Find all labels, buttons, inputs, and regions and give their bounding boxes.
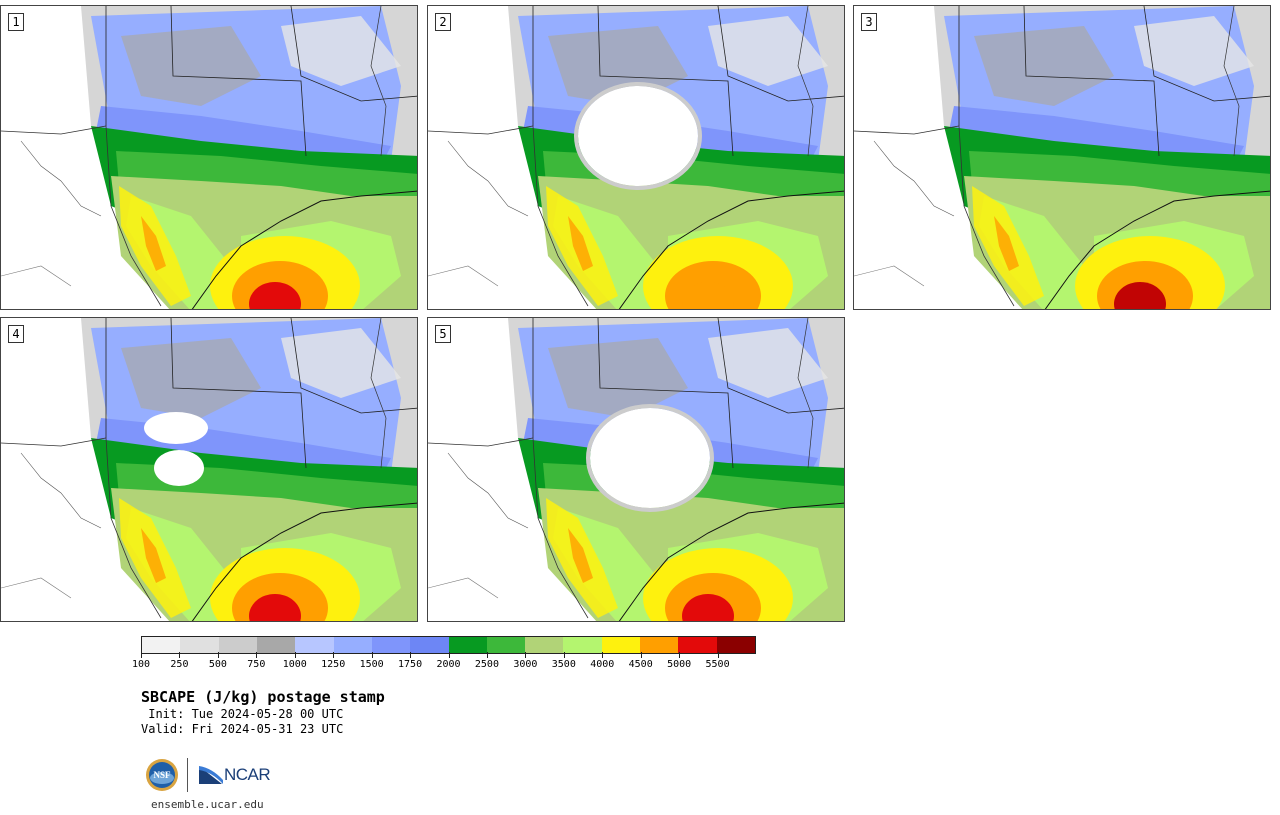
colorbar-tick-label: 4500 <box>628 659 653 670</box>
colorbar-segment <box>716 637 755 653</box>
colorbar-ticks: 100 250 500 750 1000 1250 1500 1750 2000 2500 3000… <box>132 652 756 672</box>
colorbar-tick-label: 4000 <box>590 659 615 670</box>
colorbar-tick <box>179 652 181 658</box>
colorbar-tick <box>486 652 488 658</box>
colorbar-segment <box>678 637 717 653</box>
colorbar-tick <box>602 652 604 658</box>
figure-title: SBCAPE (J/kg) postage stamp <box>141 688 385 706</box>
colorbar-tick-label: 3500 <box>551 659 576 670</box>
panel-label: 5 <box>435 325 451 343</box>
colorbar-segment <box>563 637 602 653</box>
nsf-logo-icon: NSF <box>146 759 178 791</box>
sbcape-map <box>428 318 844 621</box>
colorbar-tick-label: 1250 <box>321 659 346 670</box>
colorbar-tick-label: 1750 <box>398 659 423 670</box>
nsf-logo-text: NSF <box>153 770 171 780</box>
website-url: ensemble.ucar.edu <box>151 798 264 811</box>
init-time: Init: Tue 2024-05-28 00 UTC <box>141 707 344 721</box>
colorbar-segment <box>640 637 679 653</box>
colorbar-segment <box>256 637 296 653</box>
colorbar-tick <box>256 652 258 658</box>
colorbar-segment <box>218 637 257 653</box>
sbcape-map <box>1 6 417 309</box>
colorbar-tick-label: 1000 <box>282 659 307 670</box>
forecast-panel: 2 <box>427 5 845 310</box>
colorbar-segment <box>601 637 641 653</box>
colorbar-tick-label: 2000 <box>436 659 461 670</box>
panel-label: 4 <box>8 325 24 343</box>
colorbar-segment <box>371 637 411 653</box>
forecast-panel: 1 <box>0 5 418 310</box>
sbcape-map <box>854 6 1270 309</box>
colorbar-segment <box>486 637 526 653</box>
colorbar-tick <box>640 652 642 658</box>
colorbar-tick <box>217 652 219 658</box>
colorbar-tick <box>333 652 335 658</box>
colorbar-tick-label: 5500 <box>705 659 730 670</box>
panel-label: 1 <box>8 13 24 31</box>
colorbar-segment <box>448 637 487 653</box>
colorbar-tick <box>525 652 527 658</box>
colorbar-segment <box>180 637 219 653</box>
ncar-logo-text: NCAR <box>224 765 271 784</box>
colorbar-tick-label: 250 <box>170 659 189 670</box>
colorbar-tick-label: 5000 <box>667 659 692 670</box>
colorbar-tick-label: 500 <box>208 659 227 670</box>
colorbar-tick <box>141 652 142 658</box>
sbcape-map <box>1 318 417 621</box>
colorbar-segment <box>142 637 181 653</box>
colorbar-segment <box>333 637 372 653</box>
ncar-logo: NCAR <box>198 764 271 786</box>
valid-time: Valid: Fri 2024-05-31 23 UTC <box>141 722 344 736</box>
logo-divider <box>187 758 188 792</box>
panel-label: 2 <box>435 13 451 31</box>
colorbar-tick-label: 3000 <box>513 659 538 670</box>
colorbar-segment <box>410 637 449 653</box>
colorbar-segment <box>295 637 334 653</box>
colorbar-tick <box>679 652 681 658</box>
colorbar-tick <box>371 652 373 658</box>
colorbar-tick-label: 100 <box>131 659 151 670</box>
forecast-panel: 4 <box>0 317 418 622</box>
colorbar-tick-label: 2500 <box>474 659 499 670</box>
ncar-logo-icon <box>199 766 223 784</box>
forecast-panel: 3 <box>853 5 1271 310</box>
forecast-panel: 5 <box>427 317 845 622</box>
sbcape-map <box>428 6 844 309</box>
logo-row: NSF NCAR <box>145 757 271 793</box>
colorbar-tick-label: 1500 <box>359 659 384 670</box>
colorbar-tick <box>294 652 296 658</box>
colorbar-tick <box>410 652 412 658</box>
colorbar-tick <box>717 652 719 658</box>
colorbar-tick-label: 750 <box>247 659 266 670</box>
colorbar-tick <box>448 652 450 658</box>
colorbar-segment <box>525 637 564 653</box>
colorbar-tick <box>563 652 565 658</box>
panel-label: 3 <box>861 13 877 31</box>
